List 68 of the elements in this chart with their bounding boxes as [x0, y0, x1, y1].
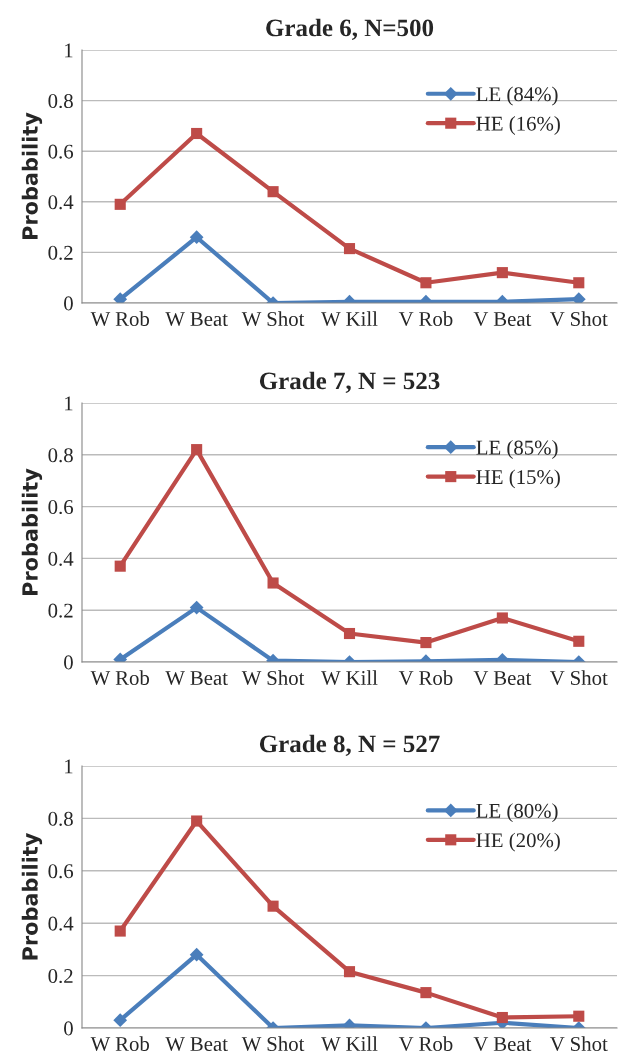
point	[573, 1010, 585, 1022]
x-tick-label: W Rob	[90, 1036, 150, 1052]
x-tick-label: V Shot	[549, 311, 608, 327]
legend-label: LE (80%)	[476, 803, 558, 823]
y-tick-label: 0.6	[48, 144, 74, 159]
point	[343, 243, 356, 255]
chart-title: Grade 7, N = 523	[259, 371, 440, 393]
x-tick-label: W Rob	[90, 670, 150, 686]
legend-label: HE (15%)	[476, 469, 560, 489]
y-tick-label: 0.6	[48, 864, 74, 879]
x-tick-label: V Rob	[398, 1036, 453, 1052]
y-tick-label: 0.4	[48, 551, 74, 566]
legend-label: LE (85%)	[476, 440, 558, 459]
y-tick-label: 1	[65, 43, 73, 58]
y-tick-label: 0.4	[48, 195, 74, 210]
y-tick-label: 0	[64, 1021, 73, 1036]
point	[113, 1013, 128, 1028]
point	[114, 198, 126, 210]
x-tick-label: W Kill	[321, 1036, 378, 1052]
y-tick-label: 0.8	[48, 93, 73, 109]
x-tick-label: W Shot	[241, 670, 305, 686]
point	[420, 277, 432, 289]
y-tick-label: 1	[65, 759, 73, 774]
point	[496, 267, 508, 279]
point	[114, 925, 126, 937]
x-tick-label: V Beat	[473, 1037, 532, 1052]
y-tick-label: 0	[64, 296, 73, 311]
chart-title: Grade 6, N=500	[266, 18, 434, 40]
y-tick-label: 0.8	[48, 811, 73, 826]
y-tick-label: 0.2	[48, 245, 73, 260]
x-tick-label: W Kill	[321, 311, 378, 327]
point	[496, 1011, 508, 1024]
y-axis-title: Probability	[21, 112, 43, 239]
y-tick-label: 0	[64, 655, 73, 670]
y-tick-label: 0.2	[48, 603, 73, 618]
point	[189, 230, 204, 245]
legend-label: HE (20%)	[476, 832, 560, 852]
y-axis-title: Probability	[21, 468, 43, 595]
y-tick-label: 0.2	[48, 968, 73, 984]
y-tick-label: 0.8	[48, 448, 73, 463]
chart-title: Grade 8, N = 527	[259, 734, 440, 756]
x-tick-label: V Shot	[549, 1036, 608, 1052]
x-tick-label: W Shot	[241, 1036, 305, 1052]
legend-label: LE (84%)	[476, 86, 558, 106]
point	[343, 966, 356, 978]
y-tick-label: 0.4	[48, 916, 74, 931]
x-tick-label: W Kill	[321, 670, 378, 686]
point	[573, 277, 585, 289]
x-tick-label: V Shot	[549, 670, 608, 686]
point	[267, 900, 279, 912]
legend-label: HE (16%)	[476, 116, 560, 135]
y-tick-label: 0.6	[48, 499, 74, 515]
point	[191, 815, 203, 827]
x-tick-label: V Rob	[398, 311, 453, 327]
point	[189, 947, 204, 962]
y-tick-label: 1	[65, 396, 73, 411]
x-tick-label: W Rob	[90, 311, 150, 327]
x-tick-label: W Beat	[165, 671, 228, 686]
point	[267, 186, 279, 198]
y-axis-title: Probability	[21, 833, 43, 960]
point	[191, 127, 203, 140]
x-tick-label: W Beat	[165, 1037, 228, 1052]
x-tick-label: W Beat	[165, 312, 228, 327]
point	[420, 987, 432, 999]
x-tick-label: V Rob	[398, 670, 453, 686]
x-tick-label: V Beat	[473, 312, 532, 327]
x-tick-label: W Shot	[241, 311, 305, 327]
x-tick-label: V Beat	[473, 671, 532, 686]
